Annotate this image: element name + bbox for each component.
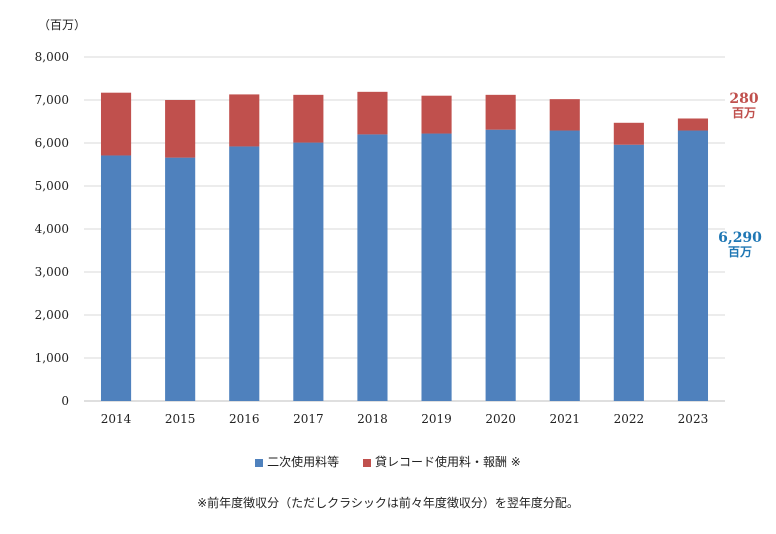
bar-secondary-use [549,130,580,401]
legend: 二次使用料等 貸レコード使用料・報酬 ※ [0,453,776,470]
bar-secondary-use [100,155,132,401]
bar-secondary-use [613,144,644,401]
annotation-red: 280 百万 [716,91,772,121]
bar-secondary-use [485,129,516,402]
bar-rental-record [613,122,644,145]
y-tick-label: 0 [61,394,69,408]
x-tick-label: 2019 [421,412,452,426]
bar-secondary-use [421,133,452,402]
annotation-red-unit: 百万 [731,106,756,121]
legend-label-secondary-use: 二次使用料等 [267,455,340,469]
x-tick-label: 2020 [485,412,516,426]
y-tick-label: 8,000 [35,50,69,64]
y-tick-label: 3,000 [35,265,69,279]
y-tick-label: 6,000 [35,136,69,150]
y-tick-label: 2,000 [35,308,69,322]
x-tick-label: 2022 [614,412,645,426]
legend-swatch-red [362,458,371,467]
annotation-blue: 6,290 百万 [708,230,772,260]
bar-secondary-use [293,142,324,401]
bar-rental-record [421,95,452,134]
stacked-bar-chart: 0 1,000 2,000 3,000 4,000 5,000 6,000 7,000 8,00… [35,50,725,426]
annotation-red-value: 280 [729,91,759,107]
bar-rental-record [100,92,132,156]
bar-rental-record [165,100,196,158]
bar-rental-record [293,94,324,143]
x-tick-label: 2017 [293,412,324,426]
bar-secondary-use [357,134,388,401]
legend-item-rental-record: 貸レコード使用料・報酬 ※ [362,453,521,470]
legend-swatch-blue [255,458,264,467]
y-tick-label: 4,000 [35,222,69,236]
unit-label: （百万） [38,18,87,32]
x-tick-label: 2015 [165,412,196,426]
annotation-blue-unit: 百万 [727,245,752,260]
bar-secondary-use [677,130,709,401]
bar-rental-record [677,118,709,131]
bar-rental-record [485,94,516,130]
y-tick-label: 7,000 [35,93,69,107]
bar-secondary-use [165,157,196,401]
legend-item-secondary-use: 二次使用料等 [255,453,339,470]
y-tick-label: 1,000 [35,351,69,365]
bar-rental-record [549,99,580,131]
bar-rental-record [229,94,260,147]
x-tick-label: 2021 [549,412,580,426]
annotation-blue-value: 6,290 [718,230,762,246]
x-tick-label: 2014 [101,412,132,426]
y-tick-label: 5,000 [35,179,69,193]
x-tick-label: 2023 [678,412,709,426]
footnote: ※前年度徴収分（ただしクラシックは前々年度徴収分）を翌年度分配。 [197,496,579,510]
legend-label-rental-record: 貸レコード使用料・報酬 ※ [374,455,521,469]
x-tick-label: 2016 [229,412,260,426]
bar-secondary-use [229,146,260,401]
x-tick-label: 2018 [357,412,388,426]
bar-rental-record [357,91,388,135]
